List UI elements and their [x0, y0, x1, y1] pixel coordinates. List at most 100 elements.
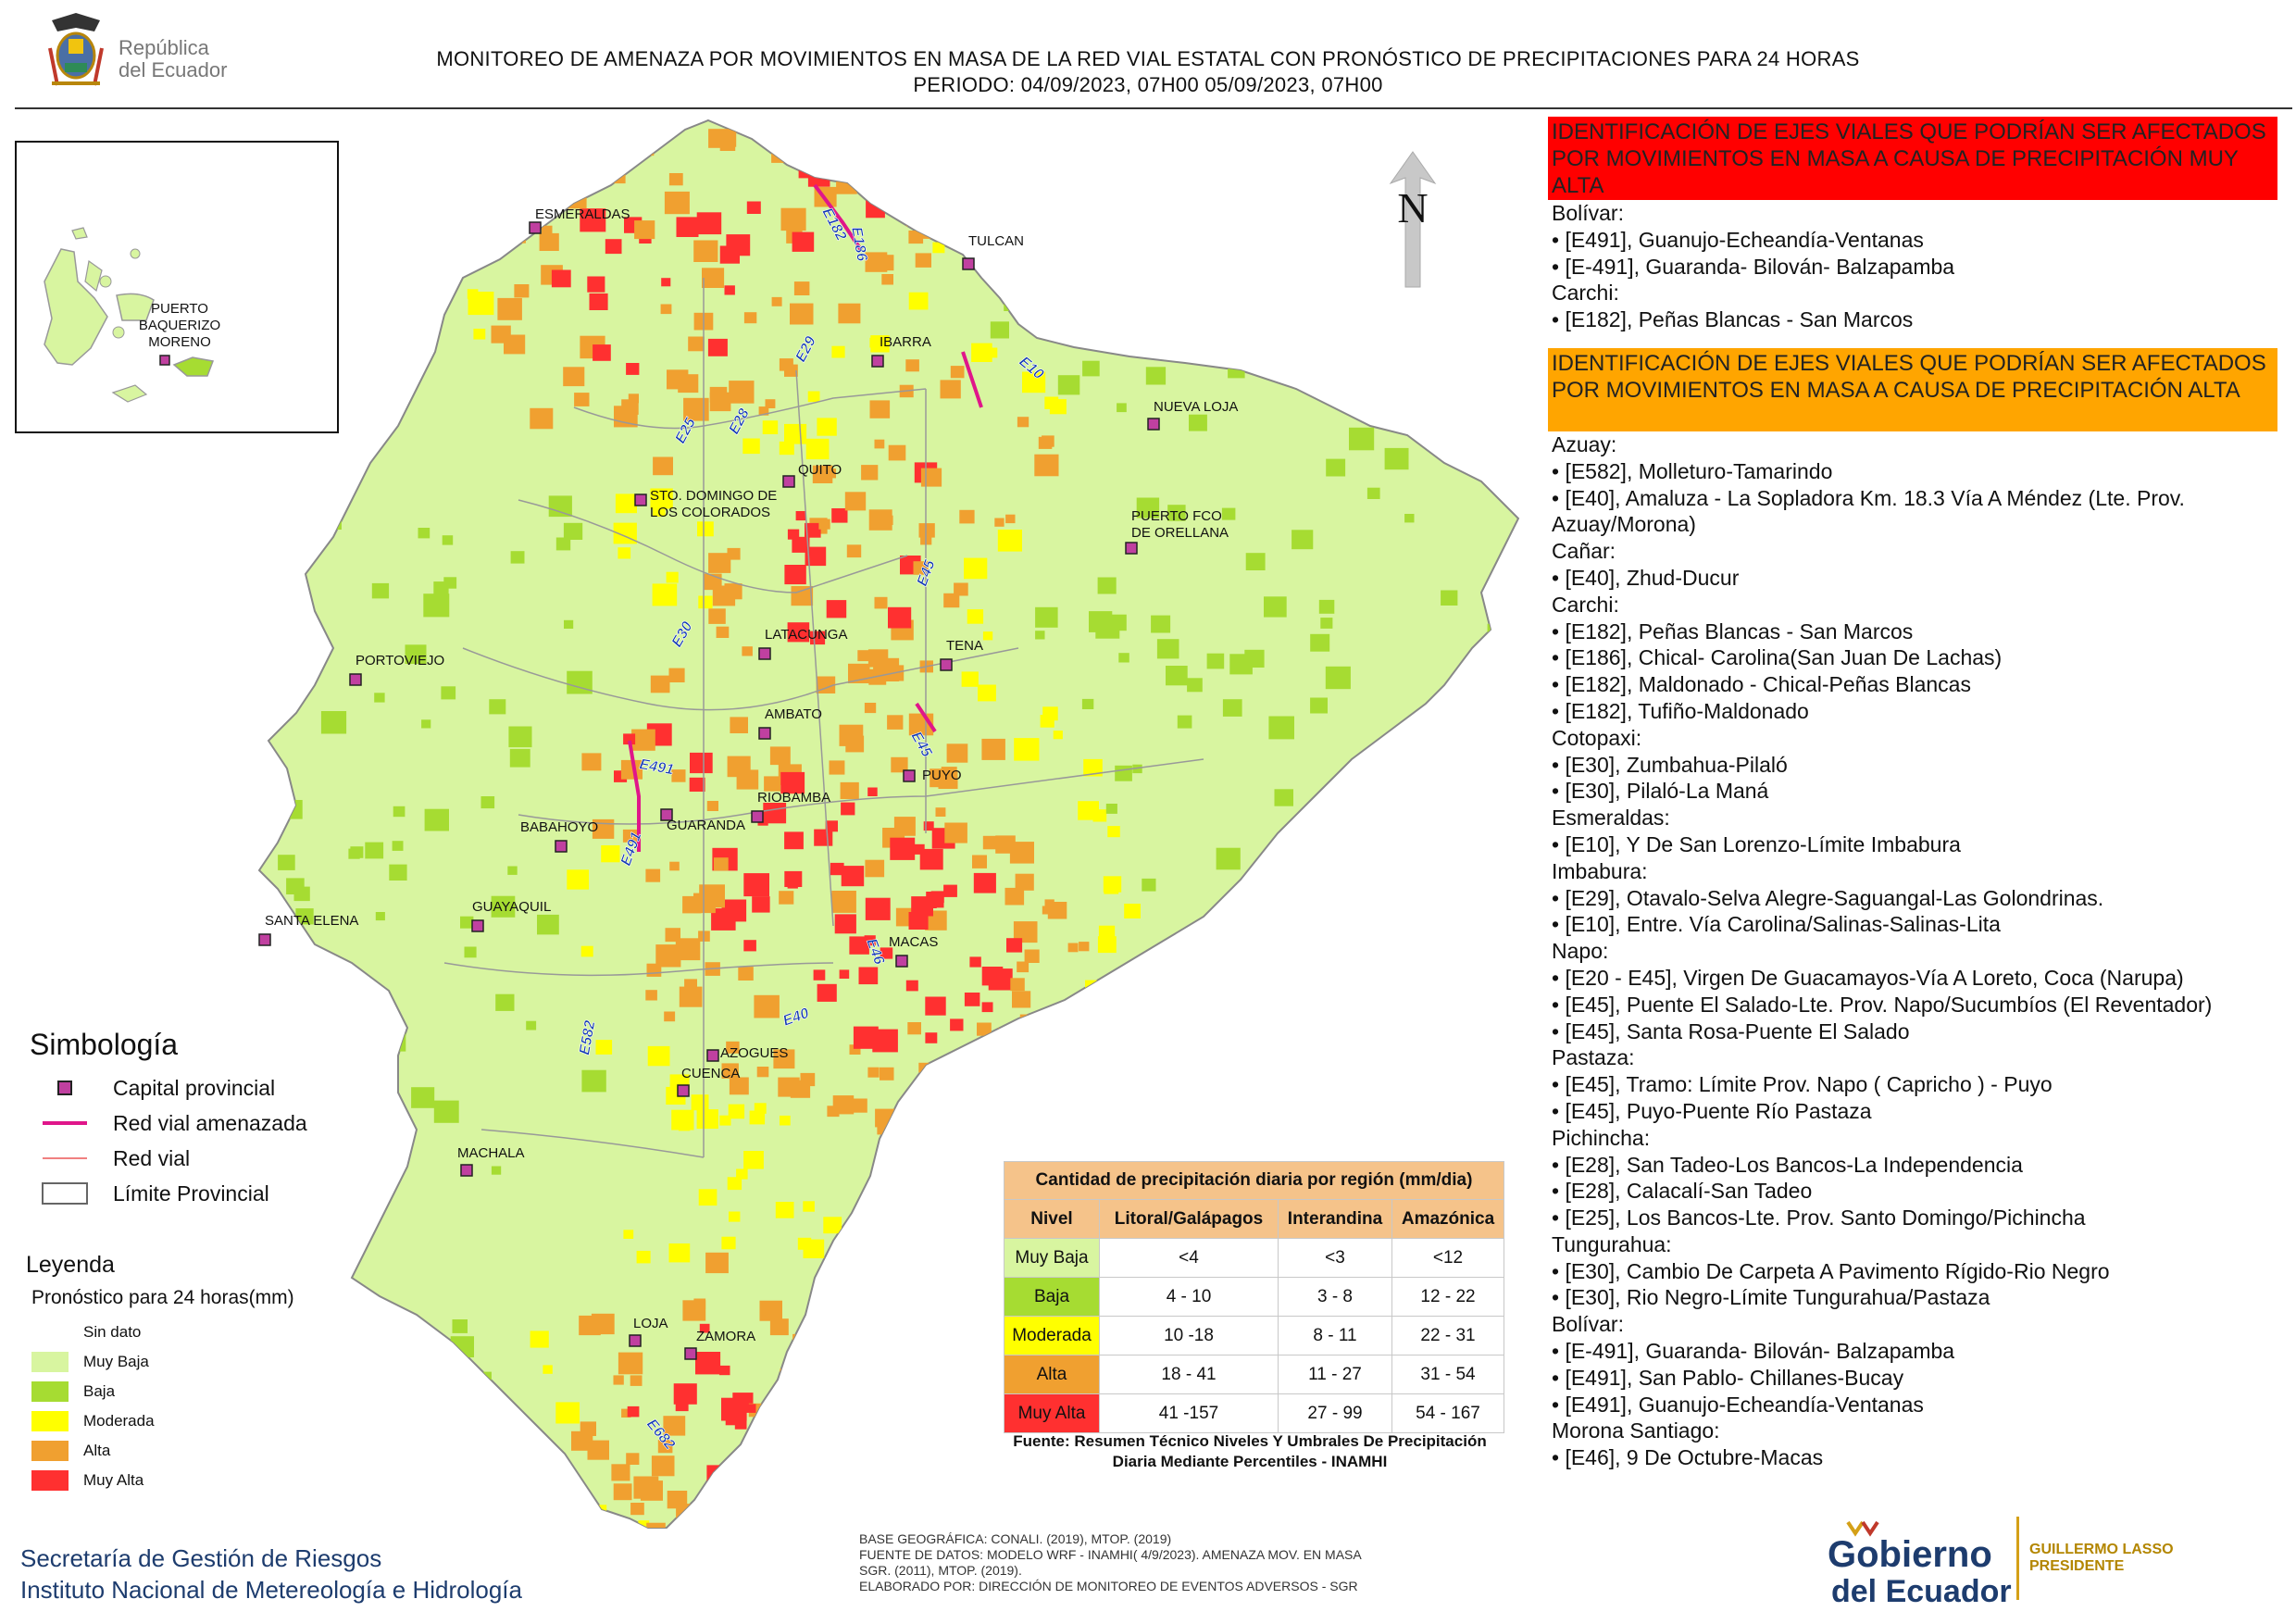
capital-marker-icon [871, 355, 884, 368]
precip-cell [1324, 816, 1347, 836]
road-axis-entry: Bolívar: [1552, 201, 1624, 225]
precip-cell [1156, 639, 1179, 659]
precip-cell [691, 1094, 709, 1111]
precip-cell [813, 969, 826, 981]
road-label: E582 [577, 1019, 598, 1056]
precip-cell [1067, 943, 1079, 953]
precip-cell [792, 231, 815, 252]
precip-cell [1031, 218, 1052, 236]
city-label: MACHALA [457, 1145, 525, 1161]
precip-cell [602, 162, 626, 184]
road-axis-entry: Pastaza: [1552, 1045, 1635, 1070]
value-cell: 11 - 27 [1278, 1355, 1392, 1394]
precip-cell [950, 366, 965, 379]
city-layer: ESMERALDAS TULCAN IBARRA NUEVA LOJA QUITO STO… [258, 206, 1238, 1360]
precip-cell [756, 1067, 769, 1078]
precip-cell [982, 835, 998, 850]
precip-cell [797, 1237, 812, 1250]
galapagos-map: PUERTO BAQUERIZO MORENO [44, 227, 220, 403]
city-marker: TULCAN [962, 233, 1024, 270]
precip-cell [773, 1049, 795, 1069]
precip-cell [604, 1518, 615, 1528]
precip-cell [1155, 1103, 1177, 1122]
leyenda-item: Sin dato [31, 1320, 141, 1344]
capital-marker-icon [758, 647, 771, 660]
header-divider [15, 107, 2292, 109]
precip-cell [818, 518, 830, 530]
city-marker: AMBATO [758, 706, 822, 740]
precip-cell [839, 969, 850, 979]
precip-cell [526, 1020, 537, 1031]
precip-cell [1307, 274, 1333, 298]
precip-cell [666, 571, 679, 583]
precip-cell [362, 1339, 381, 1357]
precip-cell [544, 1518, 566, 1528]
precip-cell [1088, 1056, 1115, 1081]
city-label: PORTOVIEJO [356, 653, 444, 668]
legend-swatch [31, 1381, 69, 1402]
leyenda-item: Alta [31, 1439, 110, 1463]
precip-cell [1142, 317, 1161, 335]
city-label: AMBATO [765, 706, 822, 722]
precip-cell [864, 935, 876, 946]
simbologia-item: Red vial [37, 1143, 190, 1174]
precip-cell [1128, 249, 1144, 265]
precip-cell [1313, 244, 1332, 261]
precip-cell [1221, 507, 1236, 520]
inset-label-line3: MORENO [148, 334, 211, 350]
precip-cell [992, 1048, 1012, 1066]
precip-cell [647, 1045, 670, 1067]
precip-cell [520, 130, 541, 148]
precip-cell [1242, 155, 1260, 171]
precip-cell [337, 1323, 360, 1344]
precip-cell [961, 671, 979, 687]
precip-cell [1172, 270, 1193, 289]
precip-cell [836, 175, 857, 194]
precip-cell [705, 1252, 729, 1274]
precip-cell [729, 381, 755, 404]
capital-marker-icon [962, 257, 975, 270]
precip-cell [881, 274, 893, 285]
level-cell: Moderada [1004, 1316, 1100, 1355]
precip-cell [844, 492, 867, 511]
precip-cell [696, 1109, 718, 1130]
precip-cell [743, 873, 769, 897]
precip-cell [1510, 633, 1518, 645]
precip-cell [1206, 653, 1225, 669]
precip-cell [1187, 181, 1200, 194]
precip-cell [1078, 801, 1099, 820]
road-axis-entry: • [E-491], Guaranda- Bilován- Balzapamba [1552, 254, 1955, 279]
precip-cell [905, 980, 918, 992]
precip-cell [742, 438, 760, 455]
footer-source: BASE GEOGRÁFICA: CONALI. (2019), MTOP. (… [859, 1531, 1489, 1594]
precip-cell [734, 1418, 747, 1430]
precip-cell [882, 515, 893, 525]
precip-cell [1026, 1023, 1045, 1041]
precip-cell [969, 956, 981, 968]
precip-cell [1470, 1093, 1495, 1116]
table-row: Muy Baja <4 <3 <12 [1004, 1238, 1504, 1278]
precip-cell [1107, 184, 1129, 204]
precip-cell [293, 886, 310, 902]
precip-cell [721, 1063, 739, 1079]
precip-cell [959, 509, 975, 524]
precip-cell [1079, 942, 1090, 952]
precip-cell [1115, 765, 1132, 781]
precip-cell [530, 407, 554, 430]
precip-cell [653, 456, 673, 476]
precip-cell [1081, 698, 1094, 709]
precip-cell [779, 891, 794, 905]
precip-cell [908, 231, 924, 244]
precip-cell [361, 1369, 387, 1393]
city-marker: AZOGUES [706, 1045, 788, 1062]
precip-cell [784, 423, 807, 444]
precip-cell [630, 1503, 644, 1516]
value-cell: 18 - 41 [1099, 1355, 1279, 1394]
precip-cell [1005, 514, 1016, 524]
precip-cell [855, 1368, 881, 1392]
precip-cell [708, 553, 731, 573]
precip-cell [414, 249, 427, 261]
precip-cell [1264, 596, 1287, 618]
city-label: PUYO [922, 768, 962, 783]
